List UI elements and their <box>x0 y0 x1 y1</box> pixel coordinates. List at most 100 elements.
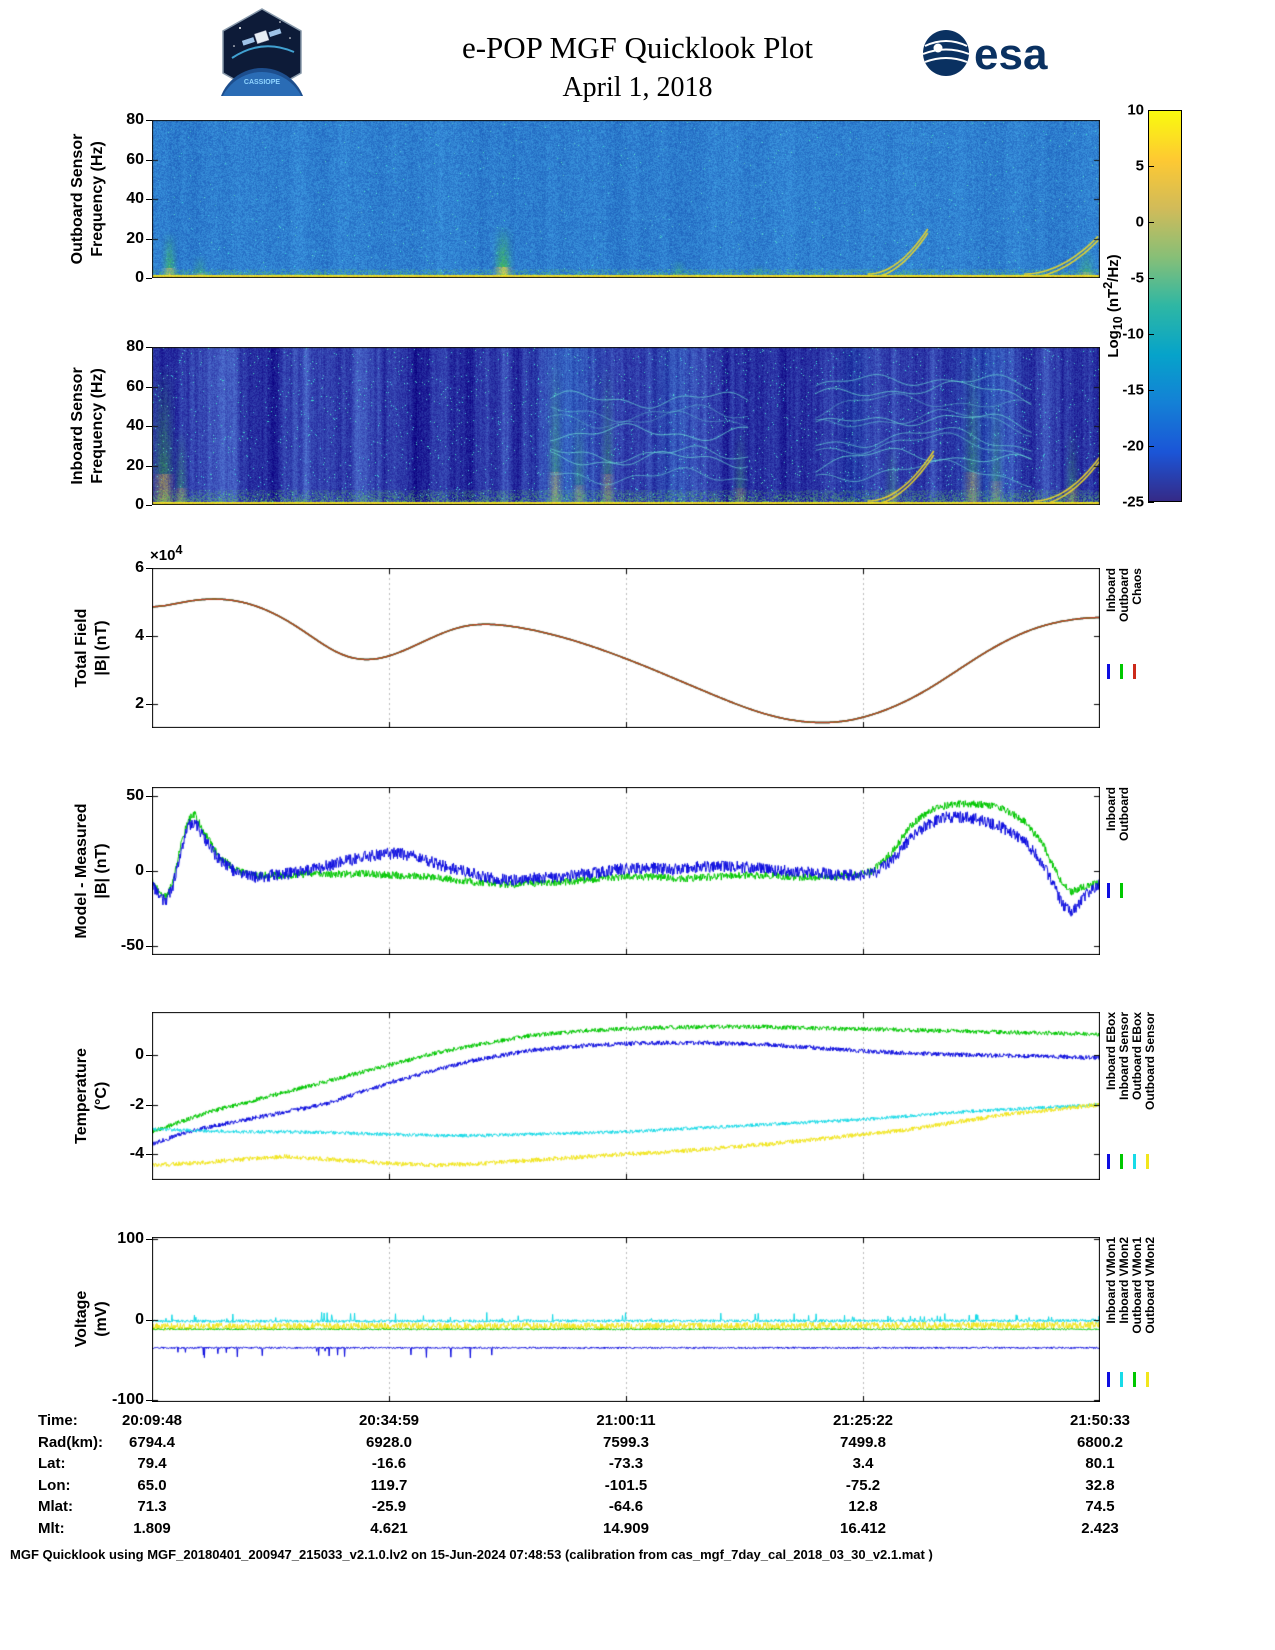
page-subtitle-date: April 1, 2018 <box>562 72 713 103</box>
legend-label: Outboard <box>1117 568 1131 622</box>
y-tick-label: 80 <box>126 111 144 128</box>
colorbar-tick-label: -15 <box>1122 381 1144 399</box>
model-measured-legend: Inboard Outboard <box>1104 787 1164 955</box>
colorbar-tick-label: 5 <box>1135 157 1144 175</box>
legend-color-dash <box>1133 664 1136 679</box>
y-tick-label: 2 <box>135 695 144 713</box>
legend-color-dash <box>1133 1153 1136 1169</box>
y-tick-mark <box>146 347 152 348</box>
table-cell: 1.809 <box>133 1520 171 1537</box>
y-tick-mark <box>146 1239 152 1240</box>
table-cell: 6928.0 <box>366 1433 412 1451</box>
table-row-label: Lon: <box>38 1476 71 1494</box>
y-tick-mark <box>146 505 152 506</box>
table-row-label: Time: <box>38 1412 78 1429</box>
table-cell: 74.5 <box>1085 1498 1115 1516</box>
esa-logo-icon: esa <box>920 26 1050 80</box>
ylabel-line: Voltage <box>73 1290 90 1348</box>
legend-label: Inboard VMon2 <box>1117 1237 1131 1324</box>
legend-color-dash <box>1146 1153 1149 1169</box>
y-tick-mark <box>146 946 152 947</box>
exponent-sup: 4 <box>175 543 183 557</box>
colorbar <box>1148 110 1182 502</box>
y-tick-mark <box>146 387 152 388</box>
colorbar-tick-mark <box>1148 446 1154 447</box>
y-tick-mark <box>146 1154 152 1155</box>
y-tick-label: 4 <box>135 627 144 645</box>
ylabel-line: Temperature <box>73 1048 90 1144</box>
table-cell: 20:09:48 <box>121 1412 183 1429</box>
table-cell: 71.3 <box>137 1498 167 1516</box>
legend-color-dash <box>1107 883 1110 898</box>
y-tick-label: -2 <box>129 1095 144 1113</box>
table-row-label: Mlat: <box>38 1498 73 1516</box>
y-tick-mark <box>146 1400 152 1401</box>
y-tick-label: 80 <box>126 338 144 355</box>
page-title: e-POP MGF Quicklook Plot <box>461 30 814 65</box>
legend-color-dash <box>1107 1153 1110 1169</box>
legend-label: Outboard VMon2 <box>1143 1237 1157 1334</box>
colorbar-tick-label: 0 <box>1135 213 1144 231</box>
table-cell: 7599.3 <box>603 1433 649 1451</box>
y-tick-label: -100 <box>111 1391 144 1409</box>
y-tick-label: -50 <box>120 937 144 954</box>
y-tick-label: 0 <box>135 496 144 513</box>
y-tick-mark <box>146 426 152 427</box>
y-tick-label: -4 <box>129 1145 144 1163</box>
table-cell: 79.4 <box>137 1455 167 1473</box>
voltage-legend: Inboard VMon1 Inboard VMon2 Outboard VMon1… <box>1104 1237 1164 1402</box>
y-tick-mark <box>146 160 152 161</box>
legend-label: Outboard Sensor <box>1143 1012 1157 1111</box>
voltage-plot <box>152 1237 1100 1402</box>
y-tick-label: 40 <box>126 190 144 207</box>
colorbar-label-sub: 10 <box>1111 316 1125 331</box>
y-tick-label: 6 <box>135 559 144 576</box>
exponent-prefix: ×10 <box>150 547 176 564</box>
colorbar-tick-mark <box>1148 502 1154 503</box>
y-tick-mark <box>146 704 152 705</box>
y-tick-label: 60 <box>126 150 144 168</box>
table-cell: 12.8 <box>848 1498 878 1516</box>
y-tick-mark <box>146 871 152 872</box>
legend-color-dash <box>1120 883 1123 898</box>
legend-label: Inboard VMon1 <box>1104 1237 1118 1324</box>
colorbar-tick-label: -20 <box>1122 437 1144 455</box>
ylabel-line: Model - Measured <box>73 803 90 939</box>
legend-label: Inboard <box>1104 568 1118 612</box>
y-tick-label: 60 <box>126 377 144 395</box>
ylabel-line: Inboard Sensor <box>69 367 86 485</box>
ylabel-line: Total Field <box>73 608 90 688</box>
table-cell: 119.7 <box>370 1476 408 1494</box>
legend-label: Outboard VMon1 <box>1130 1237 1144 1334</box>
legend-color-dash <box>1120 664 1123 679</box>
table-cell: 7499.8 <box>840 1433 886 1451</box>
cassiope-logo-text: CASSIOPE <box>244 79 281 86</box>
y-tick-mark <box>146 239 152 240</box>
table-cell: 21:50:33 <box>1069 1412 1131 1429</box>
ylabel-line: Outboard Sensor <box>69 133 86 265</box>
model-measured-plot <box>152 787 1100 955</box>
legend-label: Inboard <box>1104 787 1118 831</box>
y-tick-label: 20 <box>126 456 144 474</box>
legend-label: Inboard Sensor <box>1117 1012 1131 1101</box>
y-tick-label: 20 <box>126 229 144 247</box>
inboard-spectrogram-plot <box>152 347 1100 505</box>
table-cell: 21:00:11 <box>596 1412 656 1429</box>
temperature-plot <box>152 1012 1100 1180</box>
table-cell: 65.0 <box>137 1476 167 1494</box>
y-tick-mark <box>146 568 152 569</box>
y-tick-mark <box>146 636 152 637</box>
y-tick-mark <box>146 1320 152 1321</box>
y-tick-mark <box>146 1055 152 1056</box>
ylabel-line: |B| (nT) <box>93 620 110 676</box>
legend-label: Outboard <box>1117 787 1131 841</box>
y-tick-label: 0 <box>135 269 144 286</box>
table-row-label: Rad(km): <box>38 1433 104 1451</box>
legend-label: Chaos <box>1130 568 1144 605</box>
y-tick-label: 0 <box>135 1046 144 1064</box>
y-tick-label: 0 <box>135 1310 144 1328</box>
esa-logo-text: esa <box>974 30 1048 79</box>
total-field-exponent-label: ×104 <box>150 543 182 564</box>
table-cell: 4.621 <box>370 1520 408 1537</box>
y-tick-mark <box>146 1105 152 1106</box>
